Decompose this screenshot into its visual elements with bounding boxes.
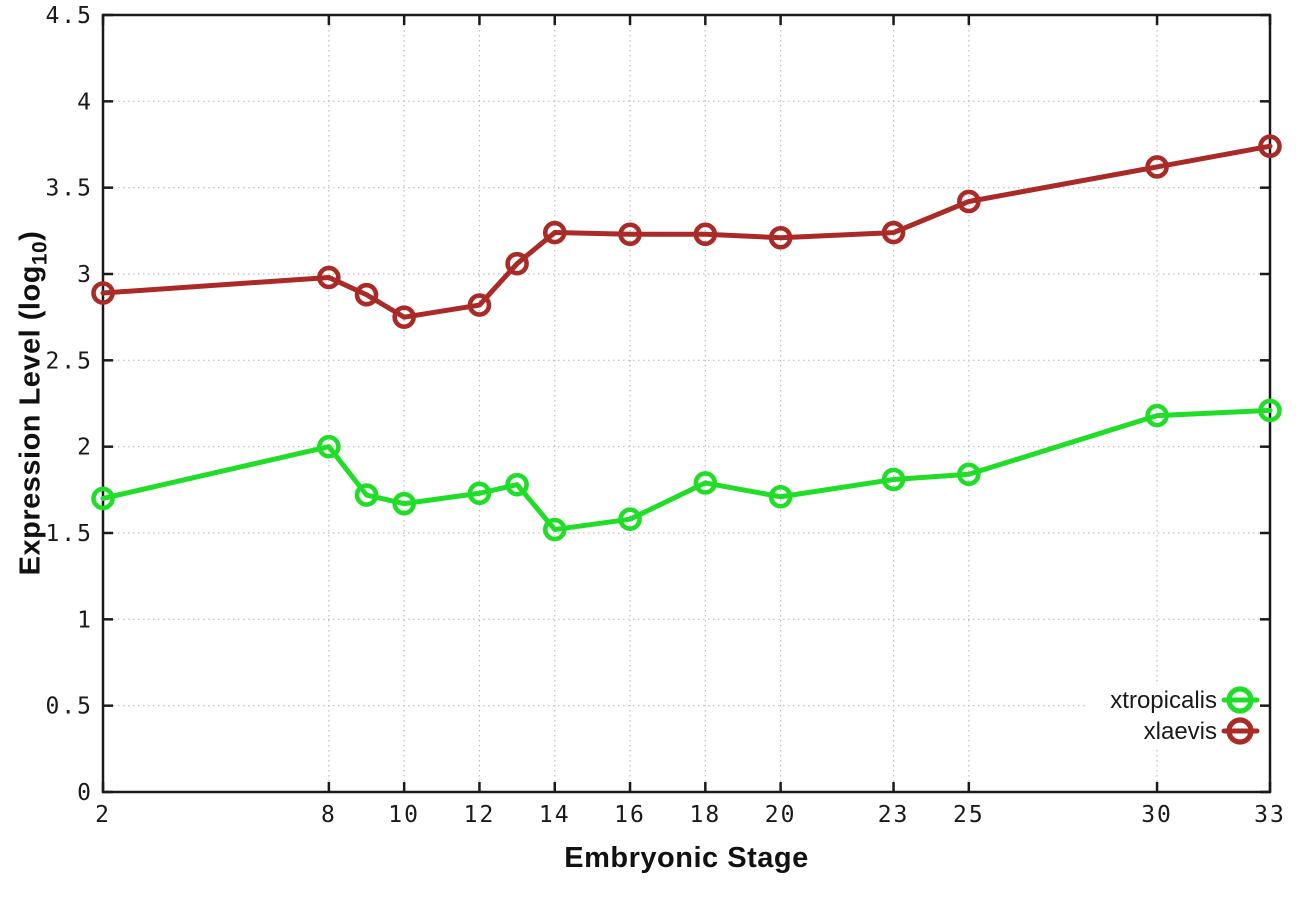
y-axis-title-text: Expression Level (log: [14, 265, 47, 576]
series-line-xlaevis: [100, 143, 1273, 320]
data-point-xlaevis: [542, 220, 567, 245]
data-point-xtropicalis: [542, 517, 567, 542]
y-tick-label: 0: [77, 780, 93, 806]
data-point-xlaevis: [693, 222, 718, 247]
plot-border: [101, 13, 1272, 794]
y-axis-title: Expression Level (log10): [14, 230, 52, 576]
data-point-xlaevis: [317, 265, 341, 290]
y-tick-label: 1: [77, 607, 93, 633]
y-tick-label: 2.5: [45, 348, 93, 374]
data-point-xtropicalis: [768, 484, 793, 509]
data-point-xtropicalis: [618, 507, 642, 531]
data-point-xtropicalis: [693, 471, 718, 495]
x-tick-label: 20: [765, 802, 797, 828]
data-point-xlaevis: [881, 220, 906, 245]
data-point-xlaevis: [91, 281, 115, 305]
legend-marker-xlaevis: [1226, 717, 1254, 745]
y-tick-label: 1.5: [45, 521, 93, 547]
data-point-xlaevis: [1145, 155, 1169, 179]
data-point-xlaevis: [392, 305, 416, 329]
x-tick-label: 18: [689, 802, 721, 828]
y-tick-label: 4.5: [45, 3, 93, 29]
y-axis-title-subscript: 10: [28, 240, 52, 266]
x-tick-label: 2: [95, 802, 111, 828]
data-point-xtropicalis: [467, 481, 492, 506]
legend-label-xlaevis: xlaevis: [1144, 718, 1217, 745]
y-axis-title-suffix: ): [14, 230, 47, 241]
x-axis-title: Embryonic Stage: [564, 842, 809, 874]
legend-marker-xtropicalis: [1226, 686, 1254, 714]
data-point-xtropicalis: [881, 467, 906, 492]
y-tick-label: 0.5: [45, 694, 93, 720]
y-tick-label: 3.5: [45, 176, 93, 202]
x-tick-label: 14: [539, 802, 571, 828]
data-point-xlaevis: [467, 293, 492, 317]
x-tick-label: 30: [1141, 802, 1173, 828]
data-point-xlaevis: [957, 189, 981, 214]
data-point-xtropicalis: [505, 472, 529, 497]
data-point-xtropicalis: [957, 462, 981, 487]
data-point-xtropicalis: [1258, 398, 1282, 423]
y-tick-label: 3: [77, 262, 93, 288]
x-tick-label: 12: [464, 802, 496, 828]
x-tick-label: 10: [388, 802, 420, 828]
data-point-xtropicalis: [1145, 403, 1169, 428]
data-point-xlaevis: [768, 225, 793, 250]
x-tick-label: 33: [1254, 802, 1286, 828]
series-line-xtropicalis: [100, 407, 1273, 533]
data-point-xtropicalis: [91, 486, 115, 511]
data-point-xtropicalis: [354, 483, 379, 507]
data-point-xlaevis: [354, 282, 379, 307]
data-point-xlaevis: [1258, 134, 1282, 159]
data-point-xlaevis: [618, 222, 642, 247]
data-point-xlaevis: [505, 251, 529, 276]
y-tick-label: 2: [77, 435, 93, 461]
y-tick-label: 4: [77, 89, 93, 115]
x-tick-label: 8: [321, 802, 337, 828]
x-tick-label: 16: [614, 802, 646, 828]
data-point-xtropicalis: [317, 434, 341, 459]
data-point-xtropicalis: [392, 491, 416, 516]
legend-label-xtropicalis: xtropicalis: [1110, 687, 1217, 714]
x-tick-label: 23: [878, 802, 910, 828]
x-tick-label: 25: [953, 802, 985, 828]
